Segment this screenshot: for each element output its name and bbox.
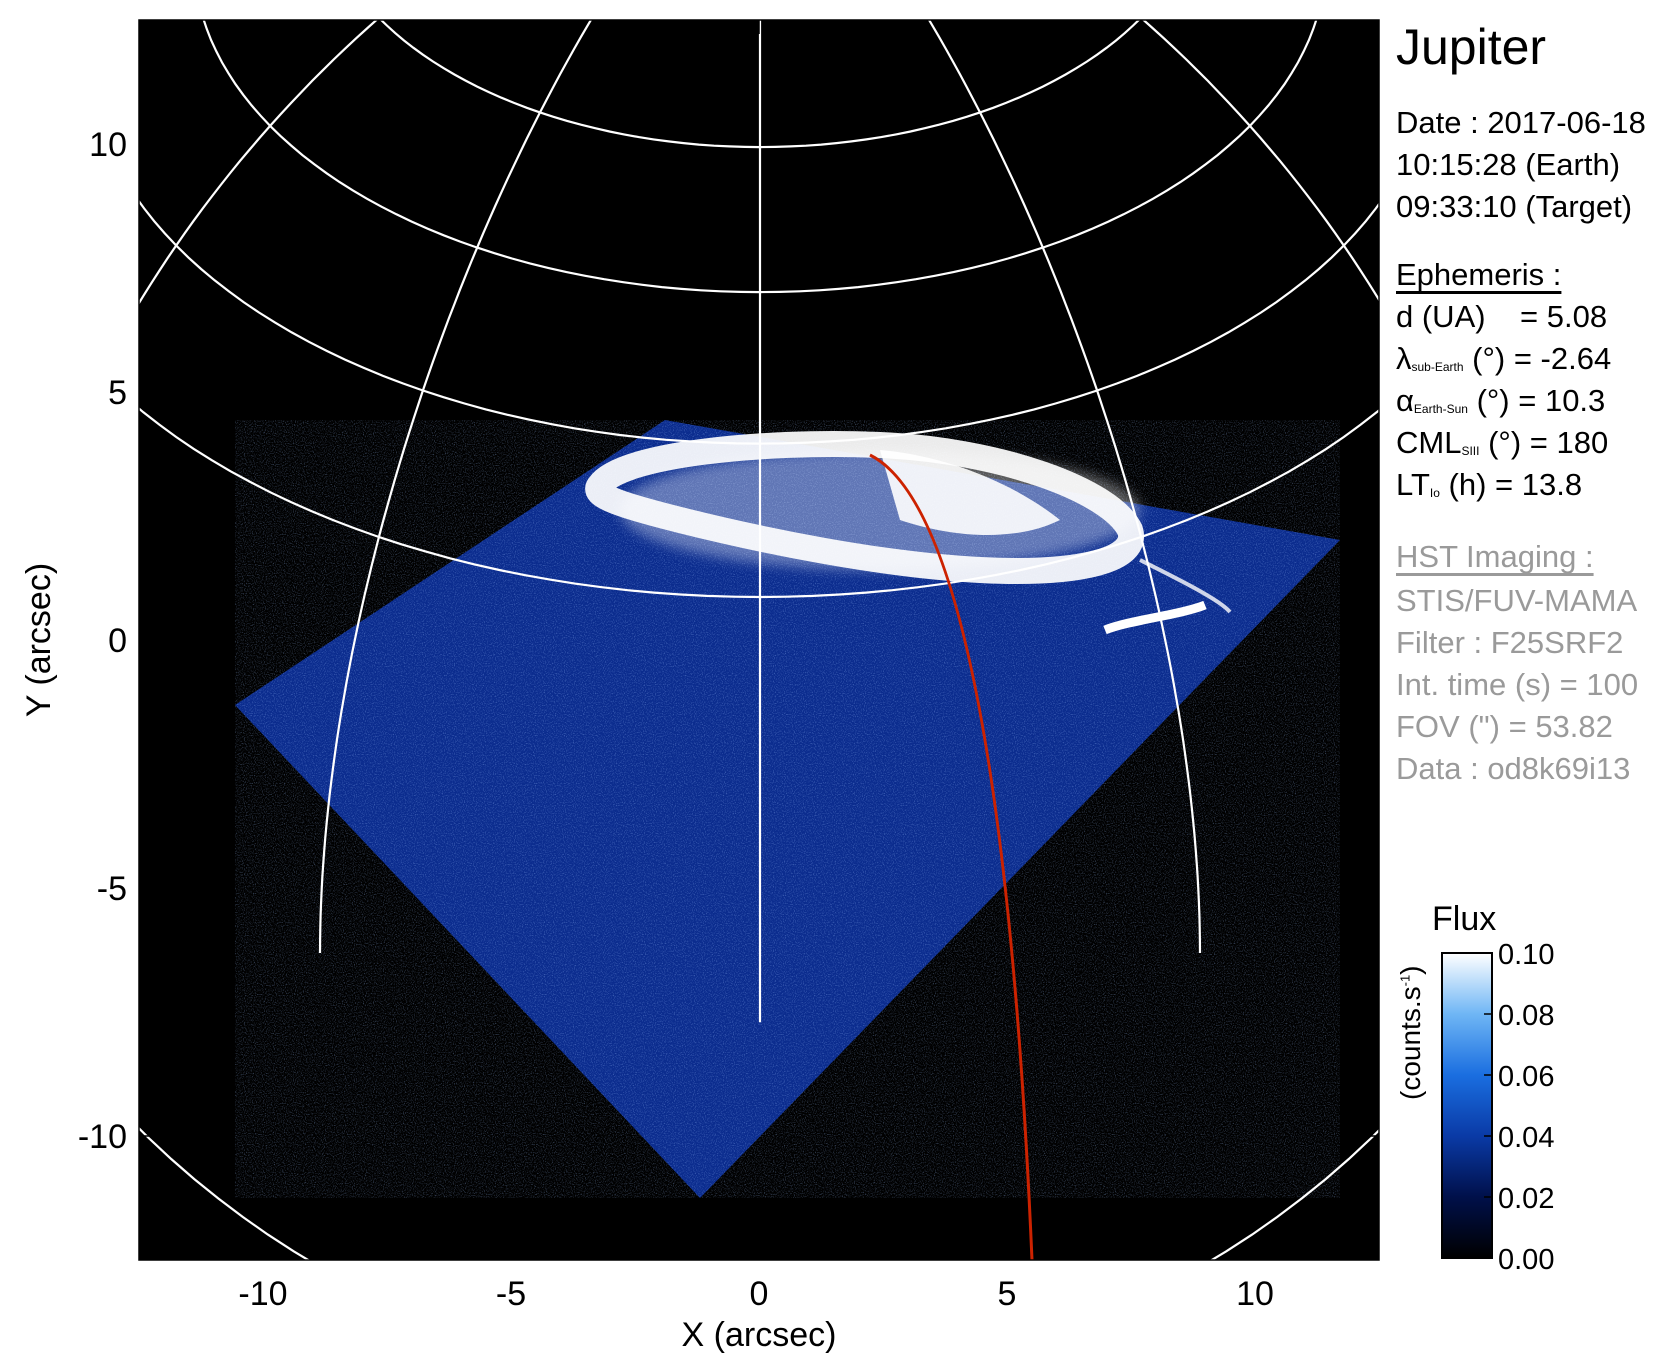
lt-value: (h) = 13.8 [1448, 467, 1583, 502]
hst-int-time: Int. time (s) = 100 [1396, 667, 1639, 702]
colorbar-tick-label: 0.08 [1498, 1000, 1554, 1032]
y-axis: -10 -5 0 5 10 [78, 126, 1379, 1156]
longitude-line [1141, 20, 1379, 302]
hst-data-id: Data : od8k69i13 [1396, 751, 1631, 786]
y-tick-label: 10 [89, 126, 127, 164]
figure-title: Jupiter [1396, 19, 1547, 75]
ephemeris-latitude: λsub-Earth (°) = -2.64 [1396, 338, 1611, 388]
x-tick-label: 5 [998, 1275, 1017, 1313]
colorbar-tick-label: 0.06 [1498, 1061, 1554, 1093]
colorbar-unit-text: (counts.s [1395, 986, 1426, 1100]
info-date: Date : 2017-06-18 [1396, 105, 1646, 140]
x-tick-label: 0 [750, 1275, 769, 1313]
ephemeris-header: Ephemeris : [1396, 257, 1562, 292]
x-axis: -10 -5 0 5 10 [238, 20, 1274, 1313]
footprint-meridian [869, 453, 1034, 1260]
distance-value: = 5.08 [1520, 299, 1608, 334]
colorbar [1441, 952, 1493, 1259]
latitude-line [459, 0, 1061, 13]
ephemeris-phase: αEarth-Sun (°) = 10.3 [1396, 380, 1605, 430]
alpha-value: (°) = 10.3 [1476, 383, 1606, 418]
colorbar-tick-label: 0.02 [1498, 1183, 1554, 1215]
colorbar-tick-label: 0.10 [1498, 939, 1554, 971]
lt-sub: Io [1429, 486, 1440, 500]
colorbar-unit-sup: -1 [1397, 974, 1413, 987]
hst-header: HST Imaging : [1396, 539, 1594, 574]
auroral-oval [585, 431, 1232, 635]
y-tick-label: 5 [108, 374, 127, 412]
colorbar-tick-label: 0.00 [1498, 1244, 1554, 1276]
distance-label: d (UA) [1396, 299, 1486, 334]
x-tick-label: 10 [1236, 1275, 1274, 1313]
lambda-symbol: λ [1396, 341, 1412, 376]
hst-fov: FOV (") = 53.82 [1396, 709, 1613, 744]
planet-grid [139, 0, 1379, 1260]
info-time-earth: 10:15:28 (Earth) [1396, 147, 1621, 182]
y-tick-label: 0 [108, 622, 127, 660]
lt-symbol: LT [1396, 467, 1430, 502]
lambda-value: (°) = -2.64 [1472, 341, 1612, 376]
colorbar-tick-label: 0.04 [1498, 1122, 1554, 1154]
hst-instrument: STIS/FUV-MAMA [1396, 583, 1638, 618]
lambda-sub: sub-Earth [1411, 360, 1464, 374]
y-axis-label: Y (arcsec) [20, 563, 58, 717]
y-tick-label: -5 [97, 870, 127, 908]
colorbar-title: Flux [1432, 900, 1497, 938]
cml-value: (°) = 180 [1488, 425, 1609, 460]
x-tick-label: -10 [238, 1275, 287, 1313]
ephemeris-distance: d (UA) = 5.08 [1396, 296, 1607, 338]
ephemeris-cml: CMLSIII (°) = 180 [1396, 422, 1608, 472]
info-time-target: 09:33:10 (Target) [1396, 189, 1633, 224]
y-tick-label: -10 [78, 1118, 127, 1156]
longitude-line [318, 20, 593, 954]
cml-symbol: CML [1396, 425, 1462, 460]
x-axis-label: X (arcsec) [682, 1316, 837, 1354]
colorbar-unit-close: ) [1395, 965, 1426, 975]
hst-filter: Filter : F25SRF2 [1396, 625, 1624, 660]
alpha-symbol: α [1396, 383, 1414, 418]
cml-sub: SIII [1461, 444, 1480, 458]
longitude-line [139, 20, 379, 306]
longitude-line [927, 20, 1202, 954]
observed-footprint-noise [235, 420, 1340, 1198]
colorbar-unit: (counts.s-1) [1395, 966, 1427, 1101]
x-tick-label: -5 [496, 1275, 526, 1313]
colorbar-ticks: 0.00 0.02 0.04 0.06 0.08 0.10 [1484, 939, 1554, 1276]
alpha-sub: Earth-Sun [1413, 402, 1468, 416]
ephemeris-local-time: LTIo (h) = 13.8 [1396, 464, 1582, 514]
